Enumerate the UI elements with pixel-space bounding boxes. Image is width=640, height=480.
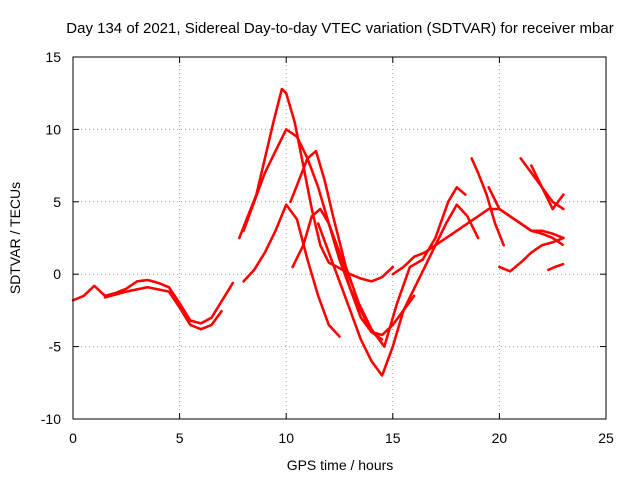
y-tick-label: -10 — [41, 411, 61, 427]
y-tick-label: -5 — [49, 339, 62, 355]
series-track-o — [547, 262, 565, 272]
series-track-c — [238, 87, 395, 283]
x-axis-label: GPS time / hours — [287, 457, 394, 473]
grid-layer — [73, 57, 606, 419]
series-track-k — [487, 186, 565, 247]
series-track-g — [289, 149, 467, 348]
series-track-h — [316, 222, 416, 377]
chart-title: Day 134 of 2021, Sidereal Day-to-day VTE… — [66, 20, 613, 37]
series-track-e — [242, 203, 341, 338]
x-tick-label: 0 — [69, 430, 77, 446]
x-tick-label: 10 — [278, 430, 294, 446]
y-tick-label: 15 — [45, 49, 61, 65]
series-track-m — [530, 164, 565, 211]
x-tick-label: 5 — [176, 430, 184, 446]
series-track-n — [498, 236, 565, 273]
x-tick-label: 25 — [598, 430, 614, 446]
x-tick-label: 20 — [492, 430, 508, 446]
series-track-j — [470, 157, 505, 247]
tick-layer: 0 5 10 15 20 25 -10 -5 0 5 10 15 — [41, 49, 614, 446]
series-track-i — [391, 207, 565, 276]
x-tick-label: 15 — [385, 430, 401, 446]
y-tick-label: 5 — [53, 194, 61, 210]
series-track-f — [291, 203, 480, 337]
series-track-b — [103, 285, 224, 331]
data-layer — [71, 87, 565, 377]
y-tick-label: 0 — [53, 266, 61, 282]
y-axis-label: SDTVAR / TECUs — [7, 182, 23, 294]
series-track-a — [71, 278, 235, 325]
plot-frame — [72, 56, 607, 420]
y-tick-label: 10 — [45, 121, 61, 137]
